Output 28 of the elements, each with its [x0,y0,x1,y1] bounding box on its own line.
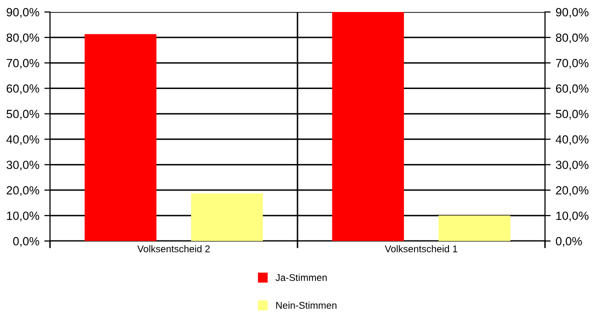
bar [191,193,263,241]
y-tick-label: 0,0% [13,237,40,247]
y2-tick-label: 50,0% [556,110,588,120]
x-tick-label: Volksentscheid 1 [384,245,458,252]
y2-tick-label: 80,0% [556,33,588,44]
y2-tick-label: 60,0% [556,84,588,94]
y-tick-label: 40,0% [6,135,40,146]
y-tick-label: 30,0% [6,160,40,170]
y-tick-label: 70,0% [6,58,40,69]
x-tick-label: Volksentscheid 2 [137,245,210,252]
y2-tick-label: 10,0% [556,212,588,222]
y-tick-label: 50,0% [6,110,40,120]
y2-tick-label: 0,0% [556,237,582,247]
y-tick-label: 80,0% [6,33,40,44]
y-tick-label: 90,0% [6,8,40,18]
legend-label: Nein-Stimmen [276,302,336,309]
bar [332,12,404,241]
y2-tick-label: 30,0% [556,160,588,170]
y2-tick-label: 90,0% [556,8,588,18]
y-tick-label: 10,0% [7,212,40,222]
bar [84,34,156,241]
y2-tick-label: 40,0% [556,135,588,146]
y-tick-label: 60,0% [6,84,40,94]
y2-tick-label: 70,0% [556,58,588,69]
y-tick-label: 20,0% [6,186,40,196]
y2-tick-label: 20,0% [556,186,588,196]
legend-label: Ja-Stimmen [276,274,327,282]
bar [438,216,510,241]
